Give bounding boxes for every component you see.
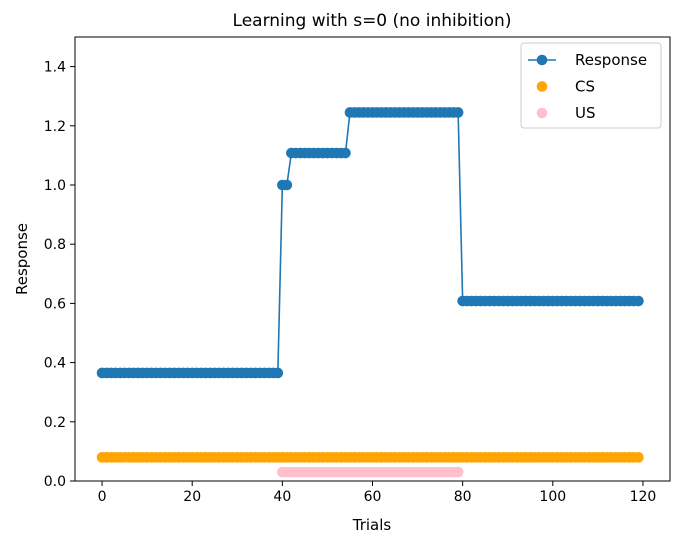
y-tick-label: 1.2 (44, 119, 66, 135)
us-point (452, 466, 464, 478)
response-point (633, 295, 644, 307)
x-tick-label: 100 (539, 489, 566, 505)
x-tick-label: 120 (630, 489, 657, 505)
series-response (96, 107, 644, 379)
legend-label-cs: CS (575, 78, 595, 96)
x-axis-label: Trials (352, 516, 392, 534)
y-tick-label: 1.0 (44, 178, 66, 194)
y-tick-label: 1.4 (44, 60, 66, 76)
legend-label-us: US (575, 104, 596, 122)
y-tick-label: 0.0 (44, 474, 66, 490)
response-point (281, 179, 293, 191)
y-tick-label: 0.8 (44, 237, 66, 253)
x-tick-label: 60 (364, 489, 382, 505)
legend-box (520, 42, 662, 129)
legend-swatch-us (536, 107, 548, 119)
x-tick-label: 40 (273, 489, 291, 505)
legend-swatch-cs (536, 81, 548, 92)
chart-title: Learning with s=0 (no inhibition) (233, 11, 512, 31)
y-tick-label: 0.6 (44, 296, 66, 312)
cs-point (633, 452, 644, 463)
response-point (452, 107, 464, 118)
y-axis-label: Response (13, 223, 31, 295)
y-axis: 0.0 0.2 0.4 0.6 0.8 1.0 1.2 1.4 (44, 60, 75, 490)
y-tick-label: 0.4 (44, 356, 66, 372)
series-us (277, 466, 464, 478)
series-cs (96, 452, 644, 463)
y-tick-label: 0.2 (44, 415, 66, 431)
x-axis: 0 20 40 60 80 100 120 (98, 481, 657, 505)
legend-swatch-response (536, 54, 548, 66)
x-tick-label: 20 (183, 489, 201, 505)
series-layer (96, 107, 644, 478)
x-tick-label: 0 (98, 489, 107, 505)
x-tick-label: 80 (454, 489, 472, 505)
legend-label-response: Response (575, 51, 647, 69)
legend: Response CS US (520, 42, 662, 129)
response-point (272, 367, 284, 379)
response-point (340, 147, 351, 159)
